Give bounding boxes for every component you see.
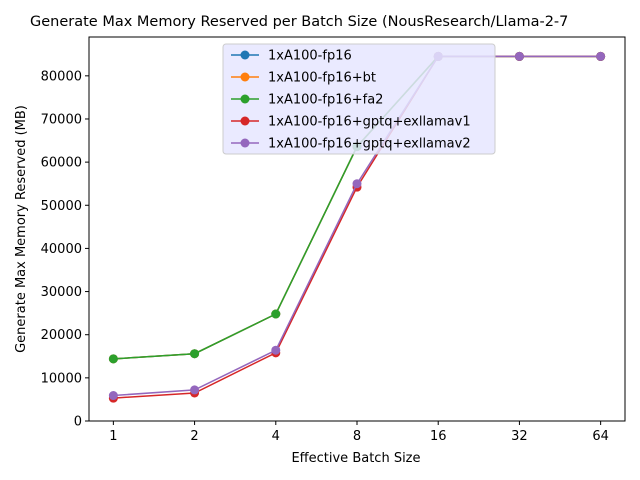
x-axis-label: Effective Batch Size [291,451,420,466]
y-tick-label: 0 [74,415,82,430]
legend-entry: 1xA100-fp16+gptq+exllamav1 [231,115,471,130]
legend-marker [240,116,250,126]
legend-label: 1xA100-fp16+gptq+exllamav1 [268,115,471,130]
y-tick-label: 40000 [41,242,82,257]
series-4 [108,51,606,401]
legend: 1xA100-fp16 1xA100-fp16+bt 1xA100-fp16+fa2… [222,43,496,155]
y-tick-label: 70000 [41,112,82,127]
legend-box [222,43,496,155]
legend-marker [240,94,250,104]
y-axis-label: Generate Max Memory Reserved (MB) [14,105,29,353]
x-tick-label: 64 [592,429,609,444]
legend-label: 1xA100-fp16+bt [268,71,376,86]
legend-marker [240,138,250,148]
legend-entry: 1xA100-fp16+gptq+exllamav2 [231,137,471,152]
legend-label: 1xA100-fp16+gptq+exllamav2 [268,137,471,152]
data-point [271,345,281,355]
data-point [271,309,281,319]
x-tick-label: 16 [430,429,447,444]
legend-entry: 1xA100-fp16+bt [231,71,376,86]
y-tick-label: 80000 [41,69,82,84]
legend-label: 1xA100-fp16 [268,49,352,64]
data-point [514,51,524,61]
legend-marker [240,50,250,60]
data-point [352,179,362,189]
x-tick-label: 4 [272,429,280,444]
data-point [108,354,118,364]
y-tick-label: 50000 [41,199,82,214]
legend-entry: 1xA100-fp16 [231,49,352,64]
legend-marker [240,72,250,82]
y-tick-label: 30000 [41,285,82,300]
y-tick-label: 20000 [41,328,82,343]
legend-entry: 1xA100-fp16+fa2 [231,93,383,108]
x-tick-label: 8 [353,429,361,444]
data-point [190,349,200,359]
x-tick-label: 32 [511,429,528,444]
legend-label: 1xA100-fp16+fa2 [268,93,383,108]
chart-title: Generate Max Memory Reserved per Batch S… [30,14,568,30]
data-point [596,51,606,61]
data-point [108,391,118,401]
y-tick-label: 60000 [41,156,82,171]
x-tick-label: 2 [190,429,198,444]
y-tick-label: 10000 [41,371,82,386]
data-point [190,385,200,395]
x-tick-label: 1 [109,429,117,444]
